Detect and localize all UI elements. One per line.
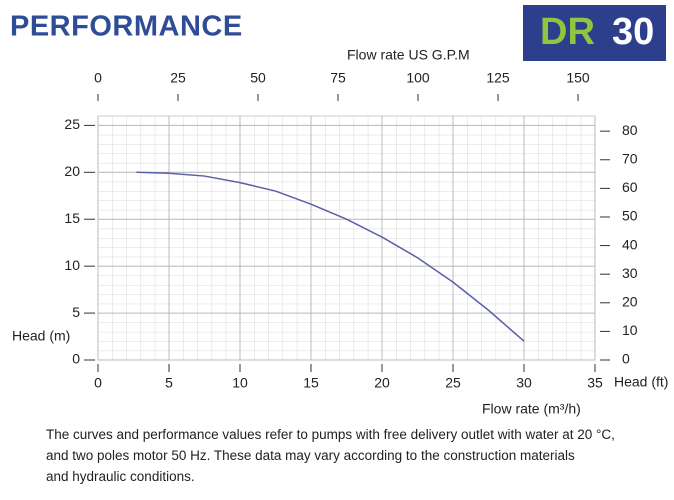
y2-tick-label: 80	[622, 122, 638, 138]
x-tick-label: 0	[94, 375, 102, 391]
y2-tick-label: 70	[622, 150, 638, 166]
x-tick-label: 5	[165, 375, 173, 391]
y-tick-label: 10	[64, 257, 80, 273]
x2-tick-label: 75	[330, 70, 346, 86]
footnote-line: The curves and performance values refer …	[46, 427, 615, 442]
y-tick-label: 15	[64, 210, 80, 226]
x-tick-label: 30	[516, 375, 532, 391]
y-axis-label: Head (m)	[12, 328, 70, 344]
y-tick-label: 20	[64, 163, 80, 179]
footnote-line: and hydraulic conditions.	[46, 469, 195, 484]
footnote-line: and two poles motor 50 Hz. These data ma…	[46, 448, 575, 463]
plot-area	[97, 115, 596, 361]
y-tick-label: 0	[72, 351, 80, 367]
x2-tick-label: 125	[486, 70, 510, 86]
x-tick-label: 15	[303, 375, 319, 391]
x2-tick-label: 50	[250, 70, 266, 86]
x-tick-label: 10	[232, 375, 248, 391]
x-tick-label: 20	[374, 375, 390, 391]
badge	[523, 5, 666, 61]
x-axis-label: Flow rate (m³/h)	[482, 401, 581, 417]
x-tick-label: 35	[587, 375, 603, 391]
y2-tick-label: 10	[622, 322, 638, 338]
curve	[136, 171, 525, 342]
x2-tick-label: 25	[170, 70, 186, 86]
footnote: The curves and performance values refer …	[46, 424, 615, 487]
y2-tick-label: 50	[622, 208, 638, 224]
x2-tick-label: 100	[406, 70, 430, 86]
x2-tick-label: 150	[566, 70, 590, 86]
y2-tick-label: 40	[622, 236, 638, 252]
y2-tick-label: 60	[622, 179, 638, 195]
badge-model: DR	[540, 11, 595, 53]
page-title: PERFORMANCE	[10, 11, 243, 43]
x2-axis-label: Flow rate US G.P.M	[347, 47, 470, 63]
y2-tick-label: 20	[622, 293, 638, 309]
y2-axis-label: Head (ft)	[614, 374, 668, 390]
x2-tick-label: 0	[94, 70, 102, 86]
badge-number: 30	[612, 11, 654, 53]
x-tick-label: 25	[445, 375, 461, 391]
y-tick-label: 25	[64, 116, 80, 132]
y2-tick-label: 0	[622, 351, 630, 367]
y2-tick-label: 30	[622, 265, 638, 281]
y-tick-label: 5	[72, 304, 80, 320]
chart: PERFORMANCE DR 30 Flow rate US G.P.M Hea…	[10, 5, 668, 417]
